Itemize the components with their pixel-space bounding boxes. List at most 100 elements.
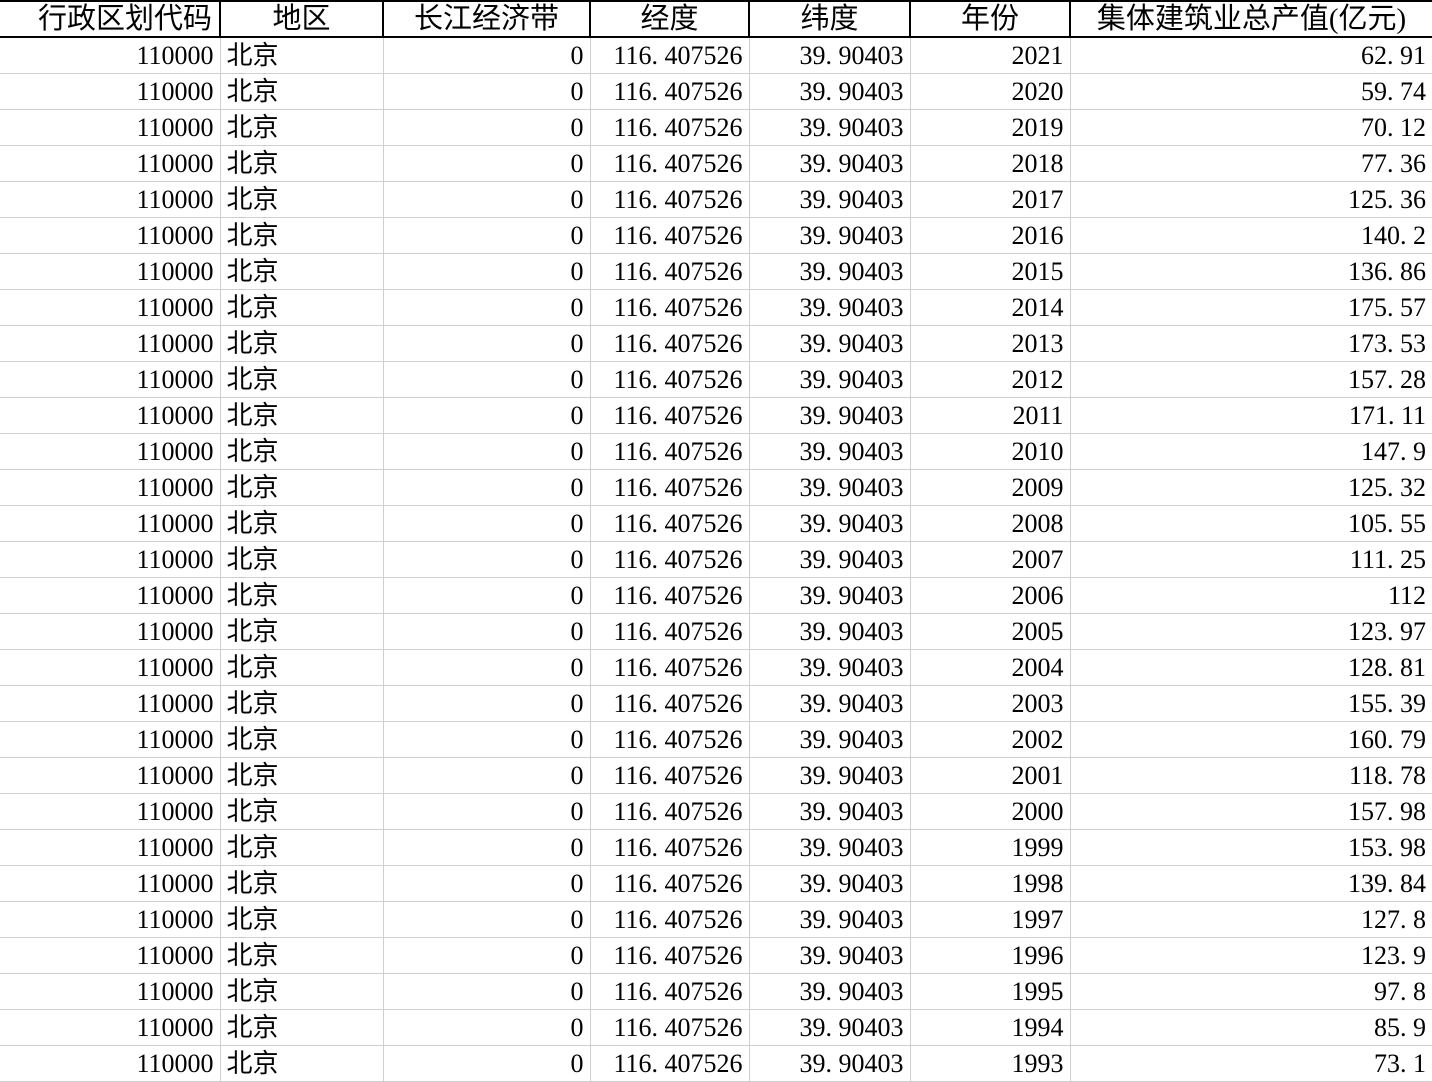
cell-region[interactable]: 北京: [220, 73, 384, 110]
cell-latitude[interactable]: 39. 90403: [749, 1045, 911, 1082]
cell-latitude[interactable]: 39. 90403: [749, 577, 911, 614]
cell-yangtze_belt[interactable]: 0: [383, 505, 591, 542]
cell-latitude[interactable]: 39. 90403: [749, 505, 911, 542]
cell-longitude[interactable]: 116. 407526: [590, 1045, 750, 1082]
cell-year[interactable]: 2004: [910, 649, 1071, 686]
cell-year[interactable]: 1997: [910, 901, 1071, 938]
cell-admin_code[interactable]: 110000: [0, 541, 221, 578]
cell-year[interactable]: 2013: [910, 325, 1071, 362]
cell-longitude[interactable]: 116. 407526: [590, 37, 750, 74]
cell-year[interactable]: 2017: [910, 181, 1071, 218]
cell-output_value[interactable]: 123. 97: [1070, 613, 1432, 650]
column-header-longitude[interactable]: 经度: [590, 0, 750, 38]
cell-admin_code[interactable]: 110000: [0, 505, 221, 542]
cell-latitude[interactable]: 39. 90403: [749, 253, 911, 290]
cell-admin_code[interactable]: 110000: [0, 37, 221, 74]
cell-yangtze_belt[interactable]: 0: [383, 397, 591, 434]
cell-admin_code[interactable]: 110000: [0, 73, 221, 110]
cell-year[interactable]: 2008: [910, 505, 1071, 542]
cell-region[interactable]: 北京: [220, 217, 384, 254]
cell-yangtze_belt[interactable]: 0: [383, 793, 591, 830]
cell-region[interactable]: 北京: [220, 253, 384, 290]
cell-longitude[interactable]: 116. 407526: [590, 289, 750, 326]
cell-output_value[interactable]: 153. 98: [1070, 829, 1432, 866]
cell-year[interactable]: 2018: [910, 145, 1071, 182]
cell-admin_code[interactable]: 110000: [0, 433, 221, 470]
cell-yangtze_belt[interactable]: 0: [383, 577, 591, 614]
cell-longitude[interactable]: 116. 407526: [590, 73, 750, 110]
cell-longitude[interactable]: 116. 407526: [590, 217, 750, 254]
cell-latitude[interactable]: 39. 90403: [749, 73, 911, 110]
cell-longitude[interactable]: 116. 407526: [590, 1009, 750, 1046]
column-header-year[interactable]: 年份: [910, 0, 1071, 38]
cell-region[interactable]: 北京: [220, 325, 384, 362]
cell-longitude[interactable]: 116. 407526: [590, 829, 750, 866]
cell-region[interactable]: 北京: [220, 829, 384, 866]
cell-latitude[interactable]: 39. 90403: [749, 397, 911, 434]
cell-latitude[interactable]: 39. 90403: [749, 541, 911, 578]
cell-admin_code[interactable]: 110000: [0, 829, 221, 866]
cell-year[interactable]: 2003: [910, 685, 1071, 722]
cell-admin_code[interactable]: 110000: [0, 793, 221, 830]
cell-output_value[interactable]: 173. 53: [1070, 325, 1432, 362]
cell-admin_code[interactable]: 110000: [0, 865, 221, 902]
cell-latitude[interactable]: 39. 90403: [749, 469, 911, 506]
cell-yangtze_belt[interactable]: 0: [383, 613, 591, 650]
cell-region[interactable]: 北京: [220, 469, 384, 506]
cell-output_value[interactable]: 70. 12: [1070, 109, 1432, 146]
cell-region[interactable]: 北京: [220, 1045, 384, 1082]
cell-latitude[interactable]: 39. 90403: [749, 757, 911, 794]
cell-output_value[interactable]: 125. 36: [1070, 181, 1432, 218]
cell-year[interactable]: 1998: [910, 865, 1071, 902]
cell-region[interactable]: 北京: [220, 1009, 384, 1046]
cell-region[interactable]: 北京: [220, 505, 384, 542]
cell-output_value[interactable]: 160. 79: [1070, 721, 1432, 758]
cell-output_value[interactable]: 139. 84: [1070, 865, 1432, 902]
column-header-yangtze_belt[interactable]: 长江经济带: [383, 0, 591, 38]
cell-year[interactable]: 1999: [910, 829, 1071, 866]
cell-latitude[interactable]: 39. 90403: [749, 109, 911, 146]
cell-output_value[interactable]: 147. 9: [1070, 433, 1432, 470]
cell-output_value[interactable]: 136. 86: [1070, 253, 1432, 290]
cell-region[interactable]: 北京: [220, 937, 384, 974]
cell-year[interactable]: 2016: [910, 217, 1071, 254]
cell-output_value[interactable]: 171. 11: [1070, 397, 1432, 434]
cell-yangtze_belt[interactable]: 0: [383, 973, 591, 1010]
cell-region[interactable]: 北京: [220, 109, 384, 146]
cell-longitude[interactable]: 116. 407526: [590, 325, 750, 362]
cell-output_value[interactable]: 157. 28: [1070, 361, 1432, 398]
cell-admin_code[interactable]: 110000: [0, 469, 221, 506]
cell-longitude[interactable]: 116. 407526: [590, 937, 750, 974]
cell-output_value[interactable]: 97. 8: [1070, 973, 1432, 1010]
cell-year[interactable]: 2010: [910, 433, 1071, 470]
column-header-latitude[interactable]: 纬度: [749, 0, 911, 38]
cell-year[interactable]: 2009: [910, 469, 1071, 506]
cell-year[interactable]: 2015: [910, 253, 1071, 290]
cell-latitude[interactable]: 39. 90403: [749, 145, 911, 182]
cell-latitude[interactable]: 39. 90403: [749, 289, 911, 326]
cell-latitude[interactable]: 39. 90403: [749, 721, 911, 758]
cell-output_value[interactable]: 111. 25: [1070, 541, 1432, 578]
cell-admin_code[interactable]: 110000: [0, 109, 221, 146]
cell-longitude[interactable]: 116. 407526: [590, 361, 750, 398]
cell-latitude[interactable]: 39. 90403: [749, 433, 911, 470]
cell-region[interactable]: 北京: [220, 865, 384, 902]
cell-longitude[interactable]: 116. 407526: [590, 253, 750, 290]
cell-longitude[interactable]: 116. 407526: [590, 397, 750, 434]
cell-latitude[interactable]: 39. 90403: [749, 325, 911, 362]
cell-yangtze_belt[interactable]: 0: [383, 1045, 591, 1082]
cell-latitude[interactable]: 39. 90403: [749, 37, 911, 74]
cell-longitude[interactable]: 116. 407526: [590, 793, 750, 830]
cell-year[interactable]: 2006: [910, 577, 1071, 614]
cell-yangtze_belt[interactable]: 0: [383, 937, 591, 974]
cell-year[interactable]: 2021: [910, 37, 1071, 74]
cell-latitude[interactable]: 39. 90403: [749, 793, 911, 830]
cell-latitude[interactable]: 39. 90403: [749, 901, 911, 938]
cell-year[interactable]: 2007: [910, 541, 1071, 578]
cell-admin_code[interactable]: 110000: [0, 397, 221, 434]
cell-region[interactable]: 北京: [220, 361, 384, 398]
cell-latitude[interactable]: 39. 90403: [749, 613, 911, 650]
cell-admin_code[interactable]: 110000: [0, 613, 221, 650]
cell-region[interactable]: 北京: [220, 721, 384, 758]
cell-year[interactable]: 2001: [910, 757, 1071, 794]
